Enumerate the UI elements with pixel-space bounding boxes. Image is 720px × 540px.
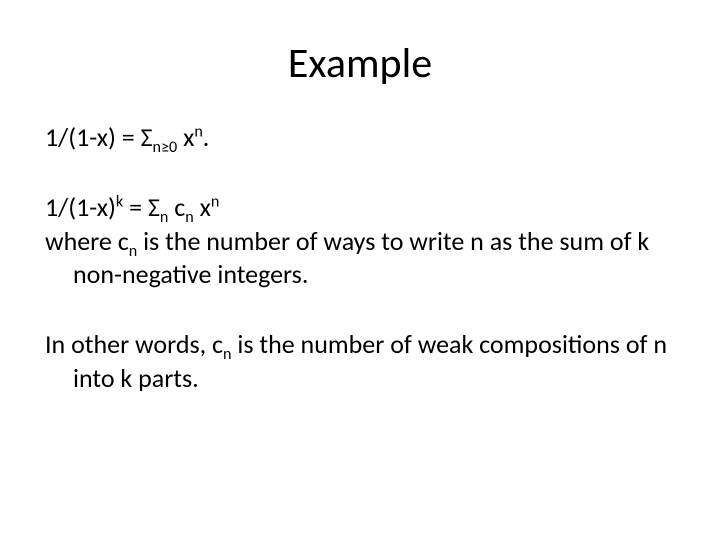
p1-sub-a: n≥0: [153, 138, 178, 157]
slide-title: Example: [45, 38, 675, 89]
slide-body: 1/(1-x) = Σn≥0 xn. 1/(1-x)k = Σn cn xn w…: [45, 121, 675, 396]
paragraph-2: 1/(1-x)k = Σn cn xn where cn is the numb…: [45, 191, 675, 292]
paragraph-3: In other words, cn is the number of weak…: [45, 328, 675, 396]
p2-line2: where cn is the number of ways to write …: [45, 225, 675, 293]
p2-line1: 1/(1-x)k = Σn cn xn: [45, 191, 675, 225]
p1-text-a: 1/(1-x) = Σ: [45, 121, 153, 153]
p2-text-d: x: [194, 191, 211, 223]
p2-text-f: is the number of ways to write n as the …: [73, 225, 649, 291]
p2-sup-b: n: [211, 192, 219, 211]
p1-sup-a: n: [194, 122, 202, 141]
p1-text-b: x: [177, 121, 194, 153]
p2-text-b: = Σ: [123, 191, 160, 223]
p2-text-c: c: [168, 191, 185, 223]
p2-text-a: 1/(1-x): [45, 191, 116, 223]
p1-text-c: .: [203, 121, 210, 153]
slide-container: Example 1/(1-x) = Σn≥0 xn. 1/(1-x)k = Σn…: [0, 0, 720, 540]
p2-text-e: where c: [45, 225, 129, 257]
paragraph-1: 1/(1-x) = Σn≥0 xn.: [45, 121, 675, 155]
p3-text-a: In other words, c: [45, 328, 223, 360]
